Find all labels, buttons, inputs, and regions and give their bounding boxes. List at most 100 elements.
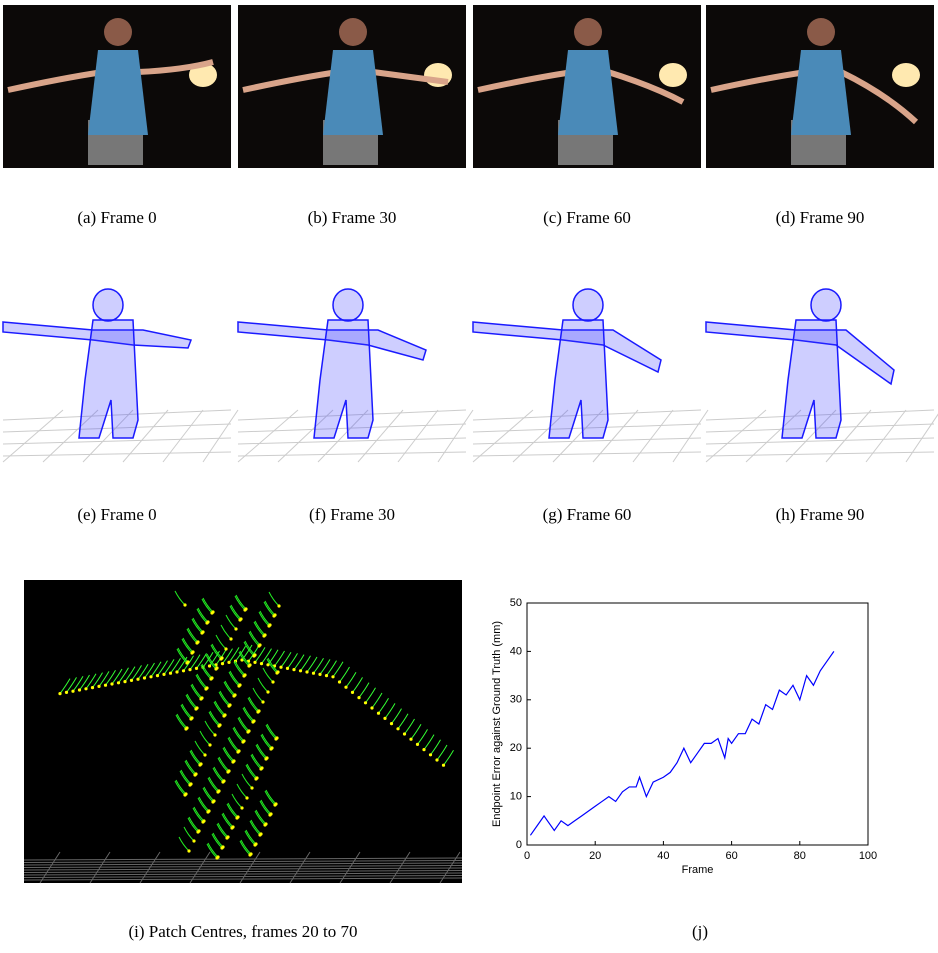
figure: (a) Frame 0 (b) Frame 30 (c) Frame 60 (d… [0,0,938,948]
x-axis-label: Frame [682,864,714,876]
patch [254,777,257,780]
caption: (c) Frame 60 [543,208,631,227]
floor [238,452,466,456]
patch [231,760,234,763]
patch [190,651,193,654]
patch [240,806,243,809]
line-series [530,651,833,835]
patch [227,661,230,664]
patch [149,675,152,678]
patch [205,621,208,624]
patch [435,758,438,761]
patch [234,627,237,630]
patch [183,793,186,796]
patch [243,608,246,611]
patch [253,661,256,664]
patch [262,634,265,637]
x-tick-label: 40 [657,850,669,862]
patch [203,753,206,756]
patch [199,697,202,700]
patch [194,707,197,710]
wire-head [93,289,123,321]
patch [403,732,406,735]
patch [189,717,192,720]
patch [209,677,212,680]
caption: (h) Frame 90 [776,505,865,524]
patch [351,691,354,694]
patch [221,780,224,783]
patch [277,604,280,607]
patch [235,816,238,819]
floor [3,452,231,456]
patch [193,773,196,776]
patch [269,747,272,750]
patch [217,724,220,727]
patch [370,706,373,709]
floor [866,410,906,462]
floor [3,438,231,444]
patch [227,704,230,707]
head [807,18,835,46]
patch [257,644,260,647]
floor [473,438,701,444]
patch [91,686,94,689]
patch [250,786,253,789]
floor [238,438,466,444]
patch [187,849,190,852]
patch [162,673,165,676]
patch [292,668,295,671]
patch [396,727,399,730]
patch [409,738,412,741]
torso [791,50,851,135]
patch [237,684,240,687]
patch [123,680,126,683]
patch [260,662,263,665]
caption: (f) Frame 30 [309,505,395,524]
patch [267,624,270,627]
patch [272,614,275,617]
patch [220,846,223,849]
patch [275,671,278,674]
patch [242,674,245,677]
patch [331,675,334,678]
patch [338,680,341,683]
patch [253,843,256,846]
y-tick-label: 50 [510,597,522,609]
patch [213,733,216,736]
x-tick-label: 80 [794,850,806,862]
floor [906,410,938,462]
patch [210,611,213,614]
y-tick-label: 10 [510,791,522,803]
patch [266,690,269,693]
patch [188,783,191,786]
patch [226,770,229,773]
patch [208,743,211,746]
floor [473,452,701,456]
patch [136,678,139,681]
patch [110,682,113,685]
patch [175,670,178,673]
patch [232,694,235,697]
torso [88,50,148,135]
patch [357,696,360,699]
patch [104,684,107,687]
caption: (d) Frame 90 [776,208,865,227]
caption: (j) [692,922,708,941]
floor [633,410,673,462]
wire-head [811,289,841,321]
patch [261,700,264,703]
patch [390,722,393,725]
patch [71,690,74,693]
head [339,18,367,46]
patch [256,710,259,713]
patch [224,647,227,650]
patch [286,667,289,670]
floor [706,452,934,456]
patch [344,686,347,689]
patch [258,833,261,836]
patch [169,672,172,675]
lamp [892,63,920,87]
patch [252,654,255,657]
patch [195,641,198,644]
patch [247,664,250,667]
